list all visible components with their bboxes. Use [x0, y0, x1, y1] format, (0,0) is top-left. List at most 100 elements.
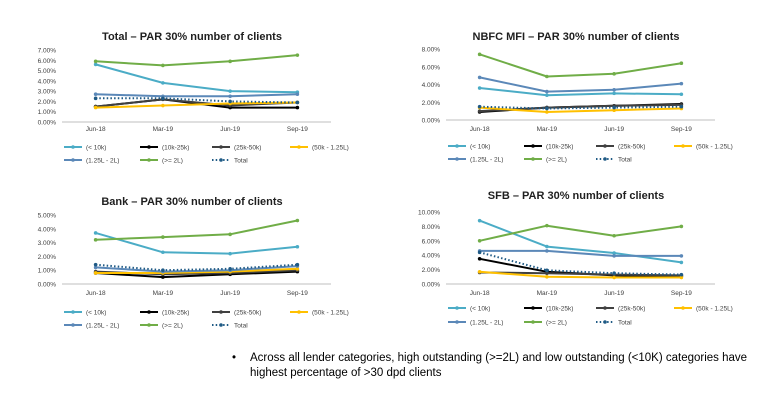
- chart-bank-plot: 0.00% 1.00% 2.00% 3.00% 4.00% 5.00% Jun-18 Mar-…: [38, 213, 349, 330]
- legend-label: (25k-50k): [234, 309, 261, 316]
- takeaway-text: Across all lender categories, high outst…: [250, 352, 748, 379]
- data-point: [477, 239, 482, 243]
- legend-marker: [603, 306, 607, 310]
- legend-marker: [455, 157, 459, 161]
- data-point: [477, 218, 482, 223]
- data-point: [93, 238, 98, 242]
- y-tick-label: 3.00%: [38, 240, 57, 247]
- data-point: [161, 96, 165, 101]
- legend-label: Total: [234, 157, 248, 164]
- y-tick-label: 8.00%: [422, 47, 441, 54]
- data-point: [93, 262, 98, 267]
- data-point: [477, 104, 482, 109]
- data-point: [679, 272, 684, 277]
- x-tick-label: Jun-18: [86, 126, 106, 133]
- series-line: [479, 106, 682, 113]
- y-tick-label: 4.00%: [422, 253, 441, 260]
- legend-marker: [219, 310, 223, 314]
- data-point: [161, 81, 165, 85]
- legend-label: (10k-25k): [162, 309, 189, 316]
- data-point: [228, 99, 232, 104]
- legend-label: (25k-50k): [618, 143, 645, 150]
- data-point: [612, 72, 616, 76]
- data-point: [295, 262, 300, 267]
- data-point: [477, 75, 482, 80]
- data-point: [295, 267, 300, 271]
- legend-marker: [297, 310, 301, 314]
- chart-nbfc-mfi-plot: 0.00% 2.00% 4.00% 6.00% 8.00% Jun-18 Mar-19 Jun…: [422, 47, 733, 164]
- legend-label: (50k - 1.25L): [696, 143, 733, 150]
- x-tick-label: Jun-18: [86, 290, 106, 297]
- data-point: [679, 61, 684, 65]
- data-point: [228, 59, 232, 64]
- x-tick-label: Jun-18: [470, 126, 490, 133]
- series-line: [479, 249, 682, 257]
- legend-label: (1.25L - 2L): [86, 322, 119, 329]
- legend-label: (>= 2L): [162, 322, 183, 329]
- data-point: [545, 93, 549, 97]
- x-tick-label: Sep-19: [287, 126, 308, 133]
- data-point: [612, 233, 616, 238]
- y-tick-label: 2.00%: [422, 100, 441, 107]
- y-tick-label: 6.00%: [38, 58, 57, 65]
- data-point: [545, 89, 549, 94]
- y-tick-label: 2.00%: [38, 254, 57, 261]
- legend-label: (< 10k): [470, 143, 490, 150]
- legend-marker: [71, 323, 75, 327]
- legend-label: Total: [234, 322, 248, 329]
- legend-label: (10k-25k): [546, 143, 573, 150]
- legend-marker: [681, 306, 685, 310]
- x-tick-label: Jun-19: [220, 126, 240, 133]
- legend-label: (1.25L - 2L): [470, 156, 503, 163]
- y-tick-label: 1.00%: [38, 109, 57, 116]
- data-point: [93, 265, 98, 270]
- chart-total-plot: 0.00% 1.00% 2.00% 3.00% 4.00% 5.00% 6.00% 7.00%…: [38, 48, 349, 165]
- data-point: [477, 269, 482, 274]
- data-point: [161, 268, 165, 272]
- legend-label: (>= 2L): [546, 319, 567, 326]
- legend-label: (10k-25k): [162, 144, 189, 151]
- data-point: [295, 244, 300, 249]
- legend-marker: [455, 144, 459, 148]
- data-point: [93, 271, 98, 275]
- series-line: [95, 270, 298, 279]
- legend-marker: [71, 158, 75, 162]
- legend-marker: [455, 306, 459, 310]
- series-line: [95, 63, 298, 94]
- legend-label: (10k-25k): [546, 305, 573, 312]
- data-point: [612, 251, 616, 255]
- legend-label: (>= 2L): [162, 157, 183, 164]
- y-tick-label: 6.00%: [422, 64, 441, 71]
- chart-sfb: SFB – PAR 30% number of clients 0.00% 2.0…: [384, 170, 768, 340]
- data-point: [93, 62, 98, 67]
- y-tick-label: 0.00%: [38, 120, 57, 127]
- x-tick-label: Mar-19: [153, 126, 174, 133]
- data-point: [679, 275, 684, 280]
- x-tick-label: Jun-19: [604, 290, 624, 297]
- y-tick-label: 7.00%: [38, 48, 57, 55]
- legend-label: Total: [618, 156, 632, 163]
- chart-bank: Bank – PAR 30% number of clients 0.00% 1.…: [0, 170, 384, 340]
- series-line: [479, 87, 682, 97]
- x-tick-label: Mar-19: [537, 126, 558, 133]
- data-point: [228, 232, 232, 237]
- bullet-marker: •: [232, 352, 237, 364]
- data-point: [679, 104, 684, 109]
- data-point: [545, 249, 549, 253]
- data-point: [161, 250, 165, 255]
- data-point: [93, 105, 98, 110]
- data-point: [295, 92, 300, 97]
- legend-marker: [531, 320, 535, 324]
- legend-label: (25k-50k): [618, 305, 645, 312]
- data-point: [161, 235, 165, 239]
- data-point: [679, 81, 684, 86]
- series-line: [95, 54, 298, 67]
- legend-marker: [219, 323, 223, 327]
- x-tick-label: Jun-19: [220, 290, 240, 297]
- x-tick-label: Mar-19: [153, 290, 174, 297]
- legend-marker: [297, 145, 301, 149]
- y-tick-label: 6.00%: [422, 238, 441, 245]
- data-point: [477, 52, 482, 57]
- x-tick-label: Mar-19: [537, 290, 558, 297]
- legend-label: (< 10k): [86, 144, 106, 151]
